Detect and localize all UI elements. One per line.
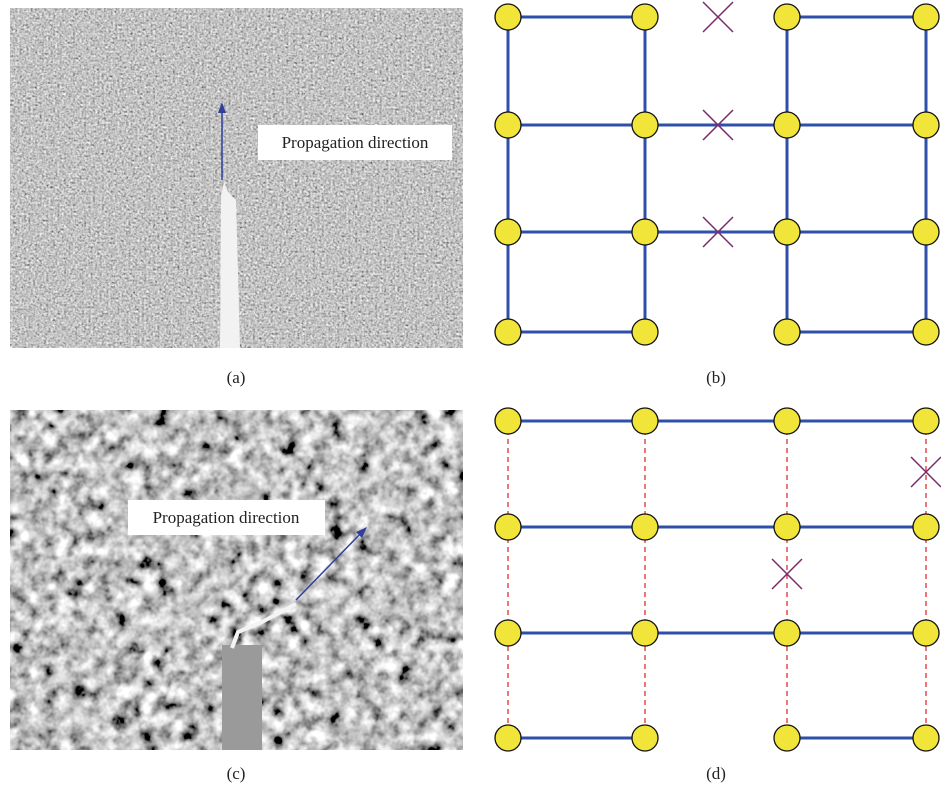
figure: Propagation direction (a) (b) — [0, 0, 941, 793]
annotation: Propagation direction — [282, 133, 429, 152]
atoms — [495, 408, 939, 751]
bonds — [508, 17, 926, 332]
annotation: Propagation direction — [153, 508, 300, 527]
panel-label: (c) — [227, 764, 246, 783]
panel-label: (a) — [227, 368, 246, 387]
atoms — [495, 4, 939, 345]
panel-label: (d) — [706, 764, 726, 783]
weak-bonds — [508, 421, 926, 738]
bonds — [508, 421, 926, 738]
panel-c: Propagation direction (c) — [10, 410, 463, 783]
panel-label: (b) — [706, 368, 726, 387]
panel-d: (d) — [495, 408, 941, 783]
panel-a: Propagation direction (a) — [10, 8, 463, 387]
panel-b: (b) — [495, 2, 939, 387]
notch — [222, 645, 262, 750]
